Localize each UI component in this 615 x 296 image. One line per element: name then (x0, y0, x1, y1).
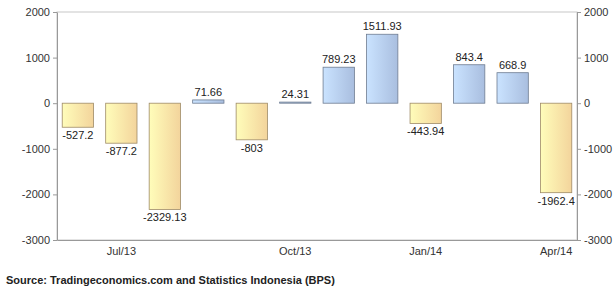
tick-label: Jul/13 (107, 245, 136, 257)
tick: -1000 (577, 143, 612, 155)
tick-label: Jan/14 (409, 245, 442, 257)
data-label: 24.31 (281, 88, 309, 100)
tick-label: 0 (44, 97, 50, 109)
data-label: 843.4 (455, 51, 483, 63)
tick-label: -3000 (22, 234, 50, 246)
bars (62, 34, 572, 209)
tick: 0 (577, 97, 590, 109)
tick: Jul/13 (107, 240, 136, 257)
tick-label: 0 (584, 97, 590, 109)
bar (193, 100, 224, 103)
tick-mark (577, 12, 581, 13)
tick: -3000 (577, 234, 612, 246)
tick: 1000 (577, 52, 608, 64)
tick: Jan/14 (409, 240, 442, 257)
bar (236, 103, 267, 140)
data-label: -803 (241, 142, 263, 154)
tick-mark (577, 240, 581, 241)
tick-label: -1000 (22, 143, 50, 155)
bar (497, 73, 528, 104)
bar (62, 103, 93, 127)
tick-mark (53, 194, 57, 195)
bar (323, 67, 354, 103)
tick-label: Oct/13 (279, 245, 311, 257)
tick: 1000 (26, 52, 57, 64)
tick-label: 2000 (26, 6, 50, 18)
source: Source: Tradingeconomics.com and Statist… (6, 274, 335, 286)
tick: 2000 (577, 6, 608, 18)
tick: Oct/13 (279, 240, 311, 257)
tick: 0 (44, 97, 57, 109)
tick-label: Apr/14 (540, 245, 572, 257)
data-label: 789.23 (322, 53, 356, 65)
data-label: 71.66 (195, 86, 223, 98)
tick-label: 1000 (584, 52, 608, 64)
tick: -2000 (22, 188, 57, 200)
tick-mark (577, 103, 581, 104)
tick-mark (53, 103, 57, 104)
bar (280, 102, 311, 103)
data-labels: -527.2 -877.2 -2329.13 71.66 -803 24.31 789.23… (62, 20, 575, 223)
bar (540, 103, 571, 192)
data-label: -877.2 (106, 145, 137, 157)
y-axis: -3000 -2000 -1000 0 1000 2000 (22, 6, 58, 246)
axis-line (577, 13, 578, 241)
tick: -2000 (577, 188, 612, 200)
bar (367, 34, 398, 103)
tick-label: 1000 (26, 52, 50, 64)
data-label: -1962.4 (537, 195, 574, 207)
tick: 2000 (26, 6, 57, 18)
tick-mark (53, 149, 57, 150)
bar (454, 65, 485, 103)
frame (57, 12, 577, 240)
tick-mark (53, 58, 57, 59)
tick: -1000 (22, 143, 57, 155)
tick-label: 2000 (584, 6, 608, 18)
x-axis: Jul/13 Oct/13 Jan/14 Apr/14 (58, 240, 578, 257)
tick-mark (577, 194, 581, 195)
tick-label: -3000 (584, 234, 612, 246)
tick-label: -2000 (584, 188, 612, 200)
y-axis-right: -3000 -2000 -1000 0 1000 2000 (577, 6, 612, 246)
axis-line (57, 13, 58, 241)
tick: Apr/14 (540, 240, 572, 257)
tick-mark (577, 58, 581, 59)
tick-mark (53, 240, 57, 241)
chart: -3000 -2000 -1000 0 1000 2000 -3000 -2000 -1000 0… (0, 0, 615, 296)
tick: -3000 (22, 234, 57, 246)
plot: -3000 -2000 -1000 0 1000 2000 -3000 -2000 -1000 0… (22, 6, 612, 257)
tick-label: -2000 (22, 188, 50, 200)
data-label: -443.94 (407, 125, 444, 137)
tick-mark (577, 149, 581, 150)
data-label: -2329.13 (143, 211, 186, 223)
bar (149, 103, 180, 209)
axis-line (58, 240, 578, 241)
bar (410, 103, 441, 123)
bar (106, 103, 137, 143)
tick-mark (53, 12, 57, 13)
data-label: 668.9 (499, 59, 527, 71)
tick-label: -1000 (584, 143, 612, 155)
data-label: -527.2 (62, 129, 93, 141)
data-label: 1511.93 (363, 20, 402, 32)
